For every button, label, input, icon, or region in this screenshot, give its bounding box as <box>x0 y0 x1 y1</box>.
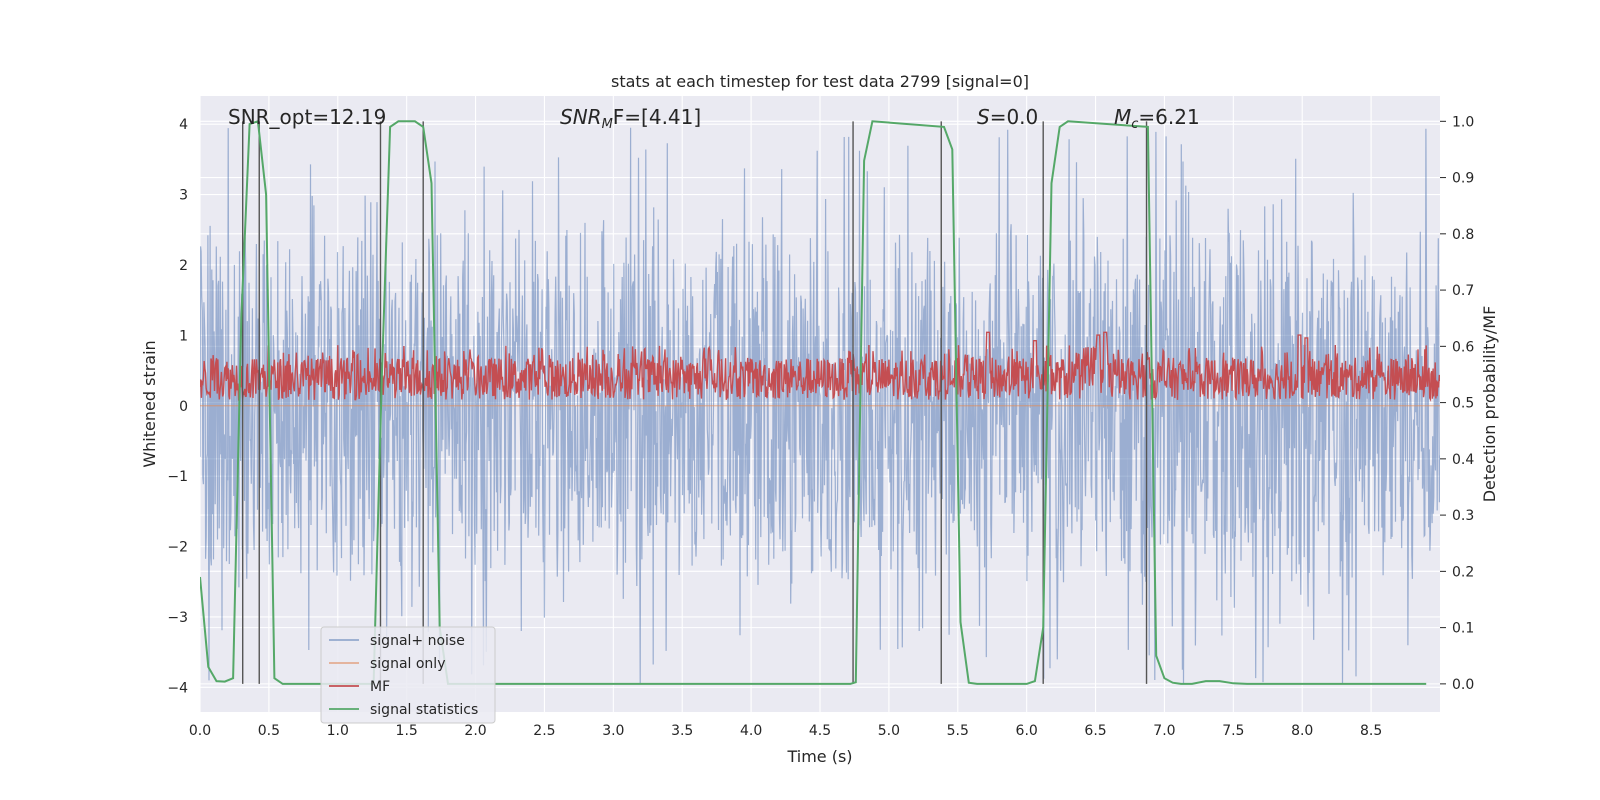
y-axis-label-right: Detection probability/MF <box>1480 306 1499 503</box>
y-tick-label: 3 <box>179 188 188 204</box>
y-tick-label: −3 <box>167 610 188 626</box>
annotation-snr-mf-rest: F=[4.41] <box>613 105 701 129</box>
x-tick-label: 4.0 <box>740 723 762 739</box>
y-tick-label-right: 0.2 <box>1452 564 1474 580</box>
annotation-mc-sub: c <box>1131 117 1138 132</box>
x-tick-label: 5.5 <box>947 723 969 739</box>
x-tick-label: 6.5 <box>1084 723 1106 739</box>
y-tick-label-right: 0.4 <box>1452 452 1474 468</box>
annotation-snr-mf-sub: M <box>602 117 613 132</box>
x-tick-label: 0.5 <box>258 723 280 739</box>
y-axis-label: Whitened strain <box>140 340 159 467</box>
annotation-mc-rest: =6.21 <box>1138 105 1199 129</box>
signal-noise-line <box>200 127 1440 684</box>
signal-noise-series <box>200 127 1440 684</box>
y-tick-label-right: 0.7 <box>1452 283 1474 299</box>
x-tick-label: 8.5 <box>1360 723 1382 739</box>
x-tick-label: 3.0 <box>602 723 624 739</box>
y-tick-label-right: 0.6 <box>1452 339 1474 355</box>
x-tick-label: 7.0 <box>1153 723 1175 739</box>
x-tick-label: 7.5 <box>1222 723 1244 739</box>
y-axis-ticks-left: 4 3 2 1 0 −1 −2 −3 −4 <box>167 117 188 696</box>
annotation-snr-mf-italic: SNR <box>560 105 602 129</box>
x-axis-label: Time (s) <box>786 747 852 766</box>
y-tick-label-right: 0.9 <box>1452 171 1474 187</box>
y-tick-label: 4 <box>179 117 188 133</box>
legend-box <box>320 626 496 724</box>
signal-statistics-line <box>200 119 1427 685</box>
x-tick-label: 6.0 <box>1016 723 1038 739</box>
annotation-s-italic: S <box>977 105 990 129</box>
x-tick-label: 8.0 <box>1291 723 1313 739</box>
y-tick-label: 0 <box>179 399 188 415</box>
y-tick-label-right: 0.8 <box>1452 227 1474 243</box>
legend-label-signal-only: signal only <box>370 656 445 672</box>
y-tick-label-right: 1.0 <box>1452 114 1474 130</box>
x-tick-label: 1.5 <box>396 723 418 739</box>
plot-series <box>200 119 1440 685</box>
y-tick-label-right: 0.3 <box>1452 508 1474 524</box>
y-tick-label: −2 <box>167 540 188 556</box>
mf-line <box>200 331 1440 402</box>
signal-statistics-series <box>200 119 1427 685</box>
legend-label-signal-statistics: signal statistics <box>370 702 478 718</box>
chart-title: stats at each timestep for test data 279… <box>611 72 1029 91</box>
x-tick-label: 3.5 <box>671 723 693 739</box>
x-tick-label: 2.0 <box>464 723 486 739</box>
y-tick-label: 1 <box>179 328 188 344</box>
annotation-s: S=0.0 <box>977 105 1038 129</box>
x-tick-label: 4.5 <box>809 723 831 739</box>
y-axis-ticks-right: 1.0 0.9 0.8 0.7 0.6 0.5 0.4 0.3 0.2 0.1 0.0 <box>1440 114 1474 693</box>
x-tick-label: 5.0 <box>878 723 900 739</box>
y-tick-label: −4 <box>167 680 188 696</box>
annotation-snr-opt: SNR_opt=12.19 <box>228 105 386 129</box>
mf-series <box>200 331 1440 402</box>
x-axis-ticks: 0.0 0.5 1.0 1.5 2.0 2.5 3.0 3.5 4.0 4.5 5.0 5.5 6.0 6… <box>189 723 1382 739</box>
y-tick-label-right: 0.1 <box>1452 621 1474 637</box>
legend: signal+ noise signal only MF signal stat… <box>320 626 496 724</box>
y-tick-label-right: 0.5 <box>1452 396 1474 412</box>
y-tick-label-right: 0.0 <box>1452 677 1474 693</box>
y-tick-label: −1 <box>167 469 188 485</box>
annotation-mc: Mc=6.21 <box>1114 105 1200 132</box>
annotation-snr-mf: SNRMF=[4.41] <box>560 105 701 132</box>
annotation-mc-italic: M <box>1114 105 1131 129</box>
legend-label-mf: MF <box>370 679 390 695</box>
x-tick-label: 0.0 <box>189 723 211 739</box>
y-tick-label: 2 <box>179 258 188 274</box>
x-tick-label: 2.5 <box>533 723 555 739</box>
legend-label-signal-noise: signal+ noise <box>370 633 465 649</box>
x-tick-label: 1.0 <box>327 723 349 739</box>
annotation-s-rest: =0.0 <box>990 105 1039 129</box>
